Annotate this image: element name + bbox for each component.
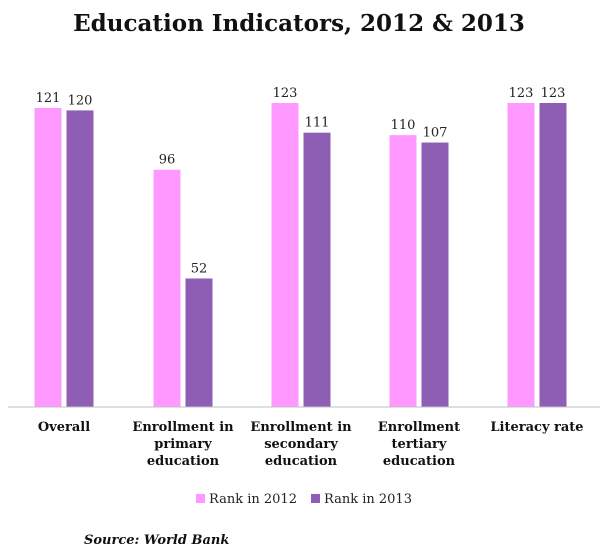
bar-2013-2 [303, 132, 331, 407]
value-label-2012-1: 96 [159, 153, 176, 168]
value-label-2013-0: 120 [68, 93, 93, 108]
bar-2013-0 [66, 110, 94, 407]
category-label-1: Enrollment in primary education [132, 420, 234, 469]
legend-swatch-2012 [196, 494, 205, 503]
value-labels-group: 121 120 96 52 123 111 110 107 123 123 [36, 86, 566, 276]
category-label-3: Enrollment tertiary education [378, 420, 460, 469]
value-label-2013-1: 52 [191, 261, 208, 276]
bar-2012-0 [34, 107, 62, 408]
value-label-2012-4: 123 [509, 86, 534, 101]
legend: Rank in 2012 Rank in 2013 [196, 492, 412, 507]
bar-2013-3 [421, 142, 449, 407]
bar-2012-4 [507, 103, 535, 407]
bars-group [34, 103, 567, 408]
source-note: Source: World Bank [84, 533, 229, 548]
value-label-2013-4: 123 [541, 86, 566, 101]
legend-label-2012: Rank in 2012 [209, 492, 297, 507]
category-label-2: Enrollment in secondary education [250, 420, 352, 469]
bar-2013-1 [185, 278, 213, 407]
category-label-0: Overall [38, 420, 90, 435]
bar-2013-4 [539, 103, 567, 407]
value-label-2012-2: 123 [273, 86, 298, 101]
bar-2012-3 [389, 135, 417, 408]
chart-title: Education Indicators, 2012 & 2013 [73, 10, 525, 37]
category-labels-group: Overall Enrollment in primary education Enro… [38, 420, 584, 469]
value-label-2013-2: 111 [305, 116, 330, 131]
legend-swatch-2013 [311, 494, 320, 503]
value-label-2013-3: 107 [423, 126, 448, 141]
value-label-2012-3: 110 [391, 118, 416, 133]
value-label-2012-0: 121 [36, 91, 61, 106]
legend-label-2013: Rank in 2013 [324, 492, 412, 507]
bar-2012-1 [153, 169, 181, 407]
category-label-4: Literacy rate [490, 420, 583, 435]
bar-2012-2 [271, 103, 299, 407]
